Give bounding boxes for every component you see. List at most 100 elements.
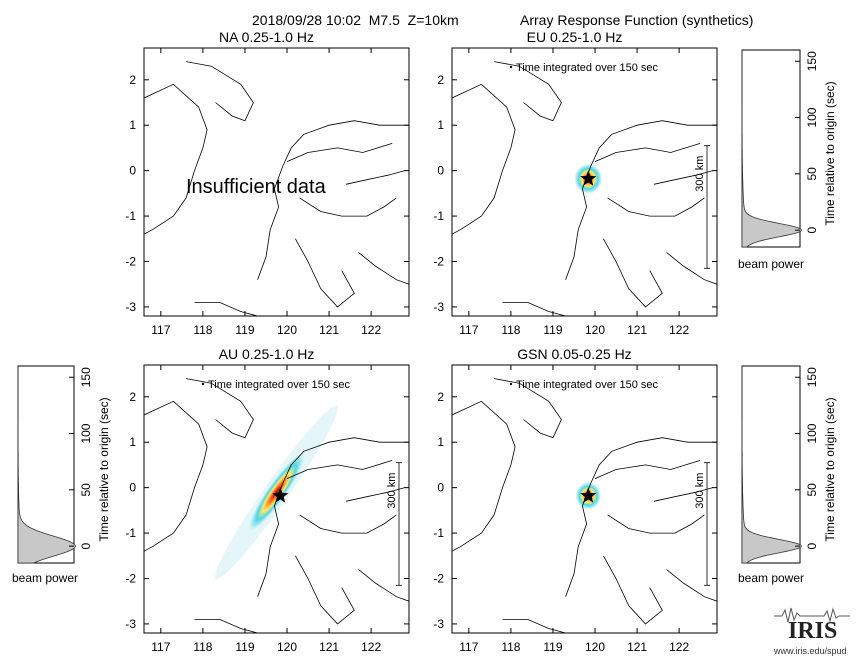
x-tick-label: 122 (361, 640, 381, 654)
x-tick-label: 121 (627, 640, 647, 654)
beam-y-axis-label: Time relative to origin (sec) (823, 81, 837, 225)
beam-power-panel-3: 150 100 50 0 Time relative to origin (sec) be… (738, 365, 837, 585)
coastline (452, 83, 516, 235)
iris-logo-text: IRIS (788, 618, 838, 644)
map-title: NA 0.25-1.0 Hz (219, 29, 314, 45)
map-title: GSN 0.05-0.25 Hz (517, 346, 631, 362)
map-panel-2: 117 118 119 120 121 122 2 1 0 -1 -2 -3 EU 0.25-1.0 H… (433, 29, 718, 337)
coastline (666, 252, 717, 285)
beam-power-core (246, 450, 307, 534)
x-tick-label: 120 (277, 640, 297, 654)
y-tick-label: 0 (129, 164, 136, 178)
x-tick-label: 120 (277, 323, 297, 337)
beam-tick-label: 0 (805, 226, 819, 233)
beam-power-curve (741, 50, 803, 248)
x-tick-label: 119 (543, 323, 562, 337)
x-tick-label: 119 (235, 640, 254, 654)
coastline (607, 197, 705, 217)
y-tick-label: 2 (129, 390, 136, 404)
coastline (603, 238, 663, 308)
y-tick-label: 0 (437, 164, 444, 178)
iris-logo-icon (774, 607, 850, 623)
coastline (594, 460, 701, 479)
x-tick-label: 118 (501, 640, 520, 654)
y-tick-label: -2 (433, 254, 444, 268)
coastline (494, 61, 562, 122)
beam-tick-label: 100 (79, 423, 93, 443)
coastline (345, 170, 405, 185)
coastline (295, 555, 355, 625)
map-title: EU 0.25-1.0 Hz (527, 29, 623, 45)
y-tick-label: -3 (125, 300, 136, 314)
coastline (594, 143, 701, 162)
coastline (603, 555, 663, 625)
beam-x-axis-label: beam power (738, 571, 804, 585)
coastline (565, 437, 717, 597)
beam-x-axis-label: beam power (12, 571, 78, 585)
coastline (186, 61, 254, 122)
x-tick-label: 122 (669, 323, 689, 337)
y-tick-label: -2 (125, 254, 136, 268)
y-tick-label: 1 (437, 435, 444, 449)
event-header: 2018/09/28 10:02 M7.5 Z=10km (252, 12, 459, 28)
coastline (666, 569, 717, 602)
coastline (502, 302, 566, 316)
coastline (653, 170, 713, 185)
beam-tick-label: 50 (805, 483, 819, 497)
y-tick-label: -1 (433, 526, 444, 540)
figure-title: Array Response Function (synthetics) (520, 12, 754, 28)
y-tick-label: -3 (433, 617, 444, 631)
insufficient-data-annotation: Insufficient data (186, 176, 327, 198)
epicenter-star-icon (580, 487, 597, 503)
beam-tick-label: 150 (79, 367, 93, 387)
x-tick-label: 119 (235, 323, 254, 337)
map-panel-1: 117 118 119 120 121 122 2 1 0 -1 -2 -3 NA 0.25-1.0 H… (125, 29, 410, 337)
coastline (286, 460, 393, 479)
scale-label: 300 km (386, 473, 398, 509)
y-tick-label: 2 (437, 73, 444, 87)
integration-note: Time integrated over 150 sec (208, 379, 351, 391)
x-tick-label: 117 (459, 640, 478, 654)
x-tick-label: 118 (193, 323, 212, 337)
coastline (358, 569, 409, 602)
y-tick-label: -1 (125, 209, 136, 223)
coastline (144, 83, 208, 235)
y-tick-label: -1 (433, 209, 444, 223)
beam-tick-label: 150 (805, 367, 819, 387)
coastline (194, 619, 258, 633)
coastline (186, 378, 254, 439)
coastline (257, 437, 409, 597)
y-tick-label: 0 (437, 481, 444, 495)
y-tick-label: 1 (129, 118, 136, 132)
scale-label: 300 km (694, 473, 706, 509)
beam-tick-label: 50 (79, 483, 93, 497)
map-panel-4: 117 118 119 120 121 122 2 1 0 -1 -2 -3 GSN 0.05-0.25… (433, 346, 718, 654)
coastline (194, 302, 258, 316)
coastline (345, 487, 405, 502)
beam-power-panel-2: 150 100 50 0 Time relative to origin (sec) be… (12, 365, 111, 585)
beam-y-axis-label: Time relative to origin (sec) (97, 397, 111, 541)
y-tick-label: -3 (433, 300, 444, 314)
beam-power-curve (741, 366, 803, 564)
x-tick-label: 121 (319, 323, 339, 337)
coastline (257, 120, 409, 280)
coastline (452, 400, 516, 552)
x-tick-label: 120 (585, 640, 605, 654)
coastline (565, 120, 717, 280)
coastline (494, 378, 562, 439)
coastline (358, 252, 409, 285)
epicenter-star-icon (272, 487, 289, 503)
integration-note: Time integrated over 150 sec (516, 62, 659, 74)
x-tick-label: 118 (501, 323, 520, 337)
epicenter-star-icon (580, 170, 597, 186)
x-tick-label: 119 (543, 640, 562, 654)
x-tick-label: 120 (585, 323, 605, 337)
x-tick-label: 117 (459, 323, 478, 337)
coastline (299, 514, 397, 534)
coastline (286, 143, 393, 162)
x-tick-label: 122 (669, 640, 689, 654)
x-tick-label: 117 (151, 323, 170, 337)
scale-label: 300 km (694, 156, 706, 192)
y-tick-label: -2 (433, 571, 444, 585)
beam-power-panel-1: 150 100 50 0 Time relative to origin (sec) be… (738, 49, 837, 271)
